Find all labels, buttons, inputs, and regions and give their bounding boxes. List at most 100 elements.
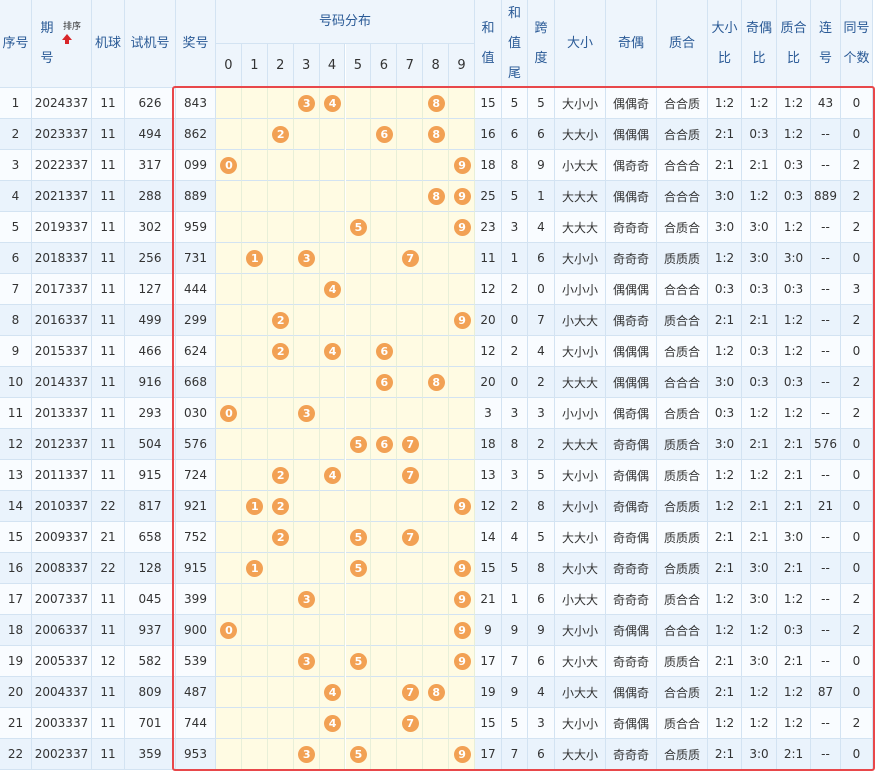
number-ball: 1: [246, 498, 264, 515]
table-cell: 626: [125, 88, 176, 119]
digit-cell: [423, 646, 450, 677]
table-cell: 3:0: [742, 212, 777, 243]
digit-cell: [423, 212, 450, 243]
table-cell: 奇奇奇: [606, 739, 657, 770]
table-cell: 1:2: [777, 336, 811, 367]
digit-cell: [319, 150, 346, 181]
table-cell: 5: [528, 88, 555, 119]
table-cell: 4: [528, 677, 555, 708]
table-cell: 2006337: [32, 615, 92, 646]
table-cell: 8: [502, 429, 528, 460]
table-cell: 724: [176, 460, 216, 491]
table-cell: 668: [176, 367, 216, 398]
table-cell: 1:2: [777, 677, 811, 708]
table-cell: --: [811, 336, 841, 367]
digit-cell: [241, 150, 268, 181]
table-cell: 1: [528, 181, 555, 212]
table-cell: 11: [92, 460, 125, 491]
number-ball: 2: [272, 343, 290, 360]
table-cell: 11: [92, 615, 125, 646]
table-cell: 2012337: [32, 429, 92, 460]
table-cell: 2015337: [32, 336, 92, 367]
digit-cell: [267, 677, 294, 708]
digit-cell: [241, 212, 268, 243]
digit-cell: [371, 367, 398, 398]
table-cell: 3:0: [777, 522, 811, 553]
digit-cell: [371, 305, 398, 336]
column-header: 质合比: [777, 0, 811, 88]
digit-cell: [319, 243, 346, 274]
table-cell: 0: [841, 429, 873, 460]
header-text: 期号: [40, 20, 54, 66]
digit-cell: [345, 336, 372, 367]
digit-cell: [293, 367, 320, 398]
digit-cell: [397, 615, 424, 646]
table-cell: 6: [528, 646, 555, 677]
table-cell: 1:2: [777, 119, 811, 150]
table-cell: 2:1: [708, 677, 742, 708]
digit-cell: [423, 584, 450, 615]
table-cell: 2: [841, 398, 873, 429]
sort-arrow[interactable]: [62, 34, 72, 44]
digit-cell: [371, 181, 398, 212]
table-cell: 3:0: [708, 429, 742, 460]
table-cell: 3: [475, 398, 502, 429]
table-cell: 2: [528, 367, 555, 398]
table-cell: 1:2: [742, 615, 777, 646]
table-cell: 11: [92, 708, 125, 739]
number-ball: 4: [324, 467, 342, 484]
digit-cell: [293, 429, 320, 460]
table-cell: 合合质: [657, 677, 708, 708]
table-cell: 质质合: [657, 460, 708, 491]
digit-cell: [216, 212, 242, 243]
number-ball: 2: [272, 312, 290, 329]
table-cell: 2:1: [708, 646, 742, 677]
digit-cell: [267, 584, 294, 615]
table-cell: 0:3: [777, 150, 811, 181]
digit-cell: [216, 429, 242, 460]
table-cell: 质质合: [657, 646, 708, 677]
digit-cell: [216, 88, 242, 119]
table-cell: 5: [528, 460, 555, 491]
table-cell: --: [811, 243, 841, 274]
table-cell: 9: [528, 615, 555, 646]
table-cell: 1:2: [777, 708, 811, 739]
table-cell: 8: [502, 150, 528, 181]
number-ball: 9: [453, 188, 471, 205]
number-ball: 6: [375, 436, 393, 453]
table-cell: 11: [92, 584, 125, 615]
table-cell: 15: [0, 522, 32, 553]
column-header: 和值: [475, 0, 502, 88]
table-cell: 916: [125, 367, 176, 398]
table-cell: 21: [92, 522, 125, 553]
sort-label[interactable]: 排序: [62, 22, 81, 32]
digit-cell: [449, 119, 475, 150]
table-cell: 质合合: [657, 305, 708, 336]
table-cell: 3:0: [708, 181, 742, 212]
digit-cell: [397, 398, 424, 429]
table-cell: 487: [176, 677, 216, 708]
number-ball: 0: [220, 157, 238, 174]
table-cell: 小大大: [555, 584, 606, 615]
table-cell: 2005337: [32, 646, 92, 677]
table-cell: 11: [92, 274, 125, 305]
table-cell: 3: [502, 398, 528, 429]
table-cell: 3:0: [742, 646, 777, 677]
digit-cell: [216, 522, 242, 553]
digit-cell: [267, 367, 294, 398]
table-cell: --: [811, 274, 841, 305]
table-cell: 小大大: [555, 305, 606, 336]
table-cell: 17: [475, 646, 502, 677]
number-ball: 9: [453, 312, 471, 329]
digit-cell: [345, 88, 372, 119]
number-ball: 2: [272, 529, 290, 546]
table-cell: 2: [841, 212, 873, 243]
digit-cell: [345, 708, 372, 739]
table-cell: 大小大: [555, 553, 606, 584]
table-cell: 质质合: [657, 429, 708, 460]
table-cell: 2:1: [777, 553, 811, 584]
table-cell: 1:2: [708, 491, 742, 522]
digit-cell: [371, 739, 398, 770]
column-header: 跨度: [528, 0, 555, 88]
digit-cell: [371, 708, 398, 739]
